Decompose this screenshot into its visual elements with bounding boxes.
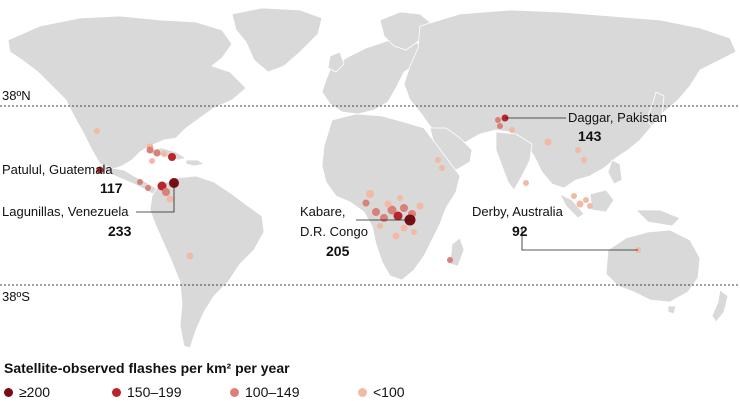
- dot-pakistan-3: [497, 123, 503, 129]
- landmasses: [7, 7, 737, 349]
- australia: [605, 229, 701, 303]
- hotspot-dots: [94, 114, 641, 263]
- legend-item-200-plus: ≥200: [4, 384, 50, 400]
- sumatra: [559, 193, 585, 219]
- europe: [321, 37, 425, 115]
- dot-bolivia: [186, 252, 194, 260]
- legend-label-150-199: 150–199: [127, 384, 182, 400]
- dot-colombia-3: [166, 195, 174, 203]
- dot-nigeria: [362, 199, 370, 207]
- borneo: [589, 189, 615, 213]
- dot-madagascar: [447, 257, 453, 263]
- legend-dot-100-149: [230, 387, 239, 397]
- tasmania: [667, 305, 677, 315]
- dot-yucatan: [149, 158, 155, 164]
- dot-cameroon: [372, 208, 380, 216]
- dot-congo-3: [400, 204, 408, 212]
- legend-label-under-100: <100: [373, 384, 405, 400]
- lat-38s-label: 38ºS: [2, 289, 30, 304]
- india: [495, 131, 533, 191]
- leader-derby: [521, 228, 638, 251]
- dot-congo-8: [384, 200, 392, 208]
- greenland: [231, 7, 323, 73]
- hotspot-labels: Patulul, Guatemala 117 Lagunillas, Venez…: [2, 110, 667, 259]
- dot-congo-1: [387, 205, 397, 215]
- dot-china-1: [575, 147, 581, 153]
- legend-label-100-149: 100–149: [245, 384, 300, 400]
- legend-item-under-100: <100: [358, 384, 405, 400]
- label-patulul-value: 117: [100, 180, 123, 196]
- new-zealand: [711, 289, 729, 323]
- dot-indochina: [581, 157, 587, 163]
- legend-item-150-199: 150–199: [112, 384, 182, 400]
- north-america: [7, 15, 247, 171]
- label-kabare-name-1: Kabare,: [300, 204, 346, 219]
- dot-central-am-1: [137, 179, 143, 185]
- dot-bangladesh: [544, 138, 552, 146]
- dot-malaysia-2: [576, 200, 584, 208]
- dot-congo-5: [400, 224, 408, 232]
- leader-lines: [136, 117, 638, 251]
- dot-mexico-west: [94, 128, 100, 134]
- dot-congo-10: [377, 223, 383, 229]
- label-lagunillas-name: Lagunillas, Venezuela: [2, 204, 129, 219]
- label-daggar-name: Daggar, Pakistan: [568, 110, 667, 125]
- dot-congo-11: [411, 229, 417, 235]
- dot-ethiopia-1: [435, 157, 441, 163]
- dot-cuba: [168, 153, 176, 161]
- legend: Satellite-observed flashes per km² per y…: [0, 356, 740, 401]
- dot-caribbean-2: [153, 149, 161, 157]
- dot-colombia-2: [162, 188, 170, 196]
- legend-dot-under-100: [358, 387, 367, 397]
- dot-colombia-1: [157, 181, 167, 191]
- dot-congo-6: [392, 232, 400, 240]
- dot-malaysia-1: [571, 193, 577, 199]
- dot-caribbean-3: [161, 151, 167, 157]
- label-derby-value: 92: [512, 223, 528, 239]
- dot-west-africa: [366, 190, 374, 198]
- label-patulul-name: Patulul, Guatemala: [2, 162, 113, 177]
- label-daggar-value: 143: [578, 128, 602, 144]
- dot-pakistan-2: [495, 117, 501, 123]
- south-america: [149, 175, 265, 349]
- leader-lagunillas: [136, 183, 175, 213]
- dot-indonesia-1: [583, 197, 589, 203]
- dot-gabon: [380, 214, 388, 222]
- dot-patulul: [96, 166, 104, 174]
- lat-38n-label: 38ºN: [2, 88, 31, 103]
- africa: [321, 113, 461, 281]
- legend-dot-150-199: [112, 387, 121, 397]
- hispaniola: [185, 159, 206, 167]
- dot-india-north: [509, 127, 515, 133]
- label-kabare-name-2: D.R. Congo: [300, 224, 368, 239]
- dot-ethiopia-2: [439, 165, 445, 171]
- label-lagunillas-value: 233: [108, 223, 132, 239]
- dot-congo-2: [393, 211, 403, 221]
- philippines: [607, 159, 623, 185]
- latitude-lines: 38ºN 38ºS: [0, 88, 740, 304]
- dot-central-am-2: [145, 185, 151, 191]
- label-kabare-value: 205: [326, 243, 350, 259]
- dot-congo-9: [397, 195, 403, 201]
- label-derby-name: Derby, Australia: [472, 204, 564, 219]
- dot-india-south: [523, 180, 529, 186]
- dot-caribbean-1: [146, 146, 154, 154]
- dot-congo-7: [416, 202, 424, 210]
- legend-title: Satellite-observed flashes per km² per y…: [4, 360, 290, 376]
- dot-indonesia-2: [587, 203, 593, 209]
- british-isles: [327, 51, 345, 73]
- new-guinea: [635, 209, 681, 227]
- legend-dot-200-plus: [4, 387, 13, 397]
- legend-label-200-plus: ≥200: [19, 384, 51, 400]
- legend-item-100-149: 100–149: [230, 384, 300, 400]
